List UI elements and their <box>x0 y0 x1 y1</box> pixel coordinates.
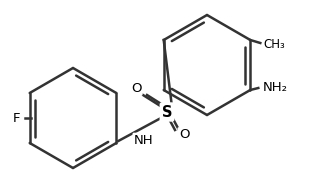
Text: CH₃: CH₃ <box>263 39 285 51</box>
Text: O: O <box>179 129 189 141</box>
Text: S: S <box>162 105 172 120</box>
Text: F: F <box>13 111 20 125</box>
Text: NH₂: NH₂ <box>262 80 287 93</box>
Text: NH: NH <box>134 134 153 147</box>
Text: O: O <box>131 82 141 94</box>
